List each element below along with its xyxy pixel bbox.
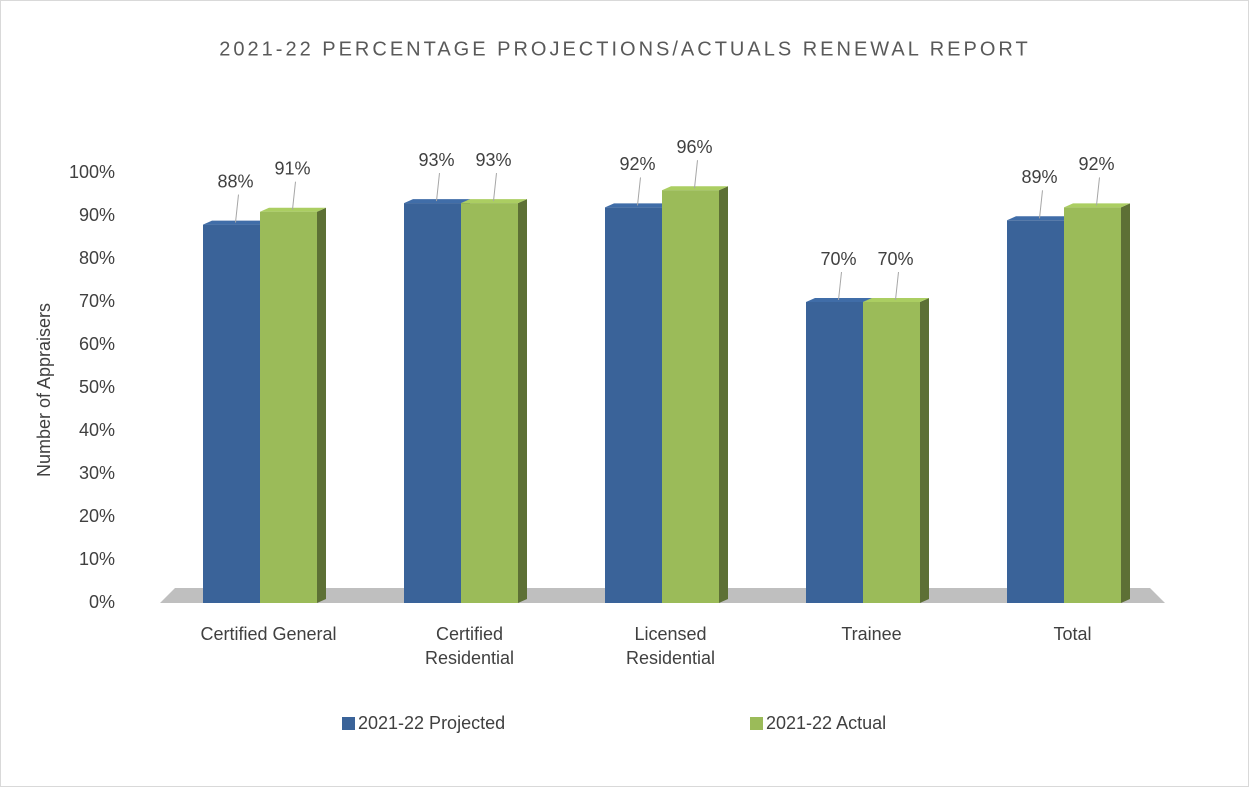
y-tick-label: 0% (89, 592, 115, 612)
legend-swatch (750, 717, 763, 730)
legend-swatch (342, 717, 355, 730)
y-tick-label: 20% (79, 506, 115, 526)
leader-line (235, 194, 239, 223)
data-label: 96% (676, 137, 712, 157)
x-tick-label: Trainee (841, 624, 902, 644)
bar-side (719, 186, 728, 603)
chart-title: 2021-22 PERCENTAGE PROJECTIONS/ACTUALS R… (219, 38, 1030, 60)
leader-line (493, 173, 497, 202)
y-tick-label: 50% (79, 377, 115, 397)
bar (260, 211, 317, 603)
bar (404, 203, 461, 603)
x-tick-label: Certified Residential (424, 624, 515, 668)
bar (605, 207, 662, 603)
y-tick-label: 10% (79, 549, 115, 569)
data-label: 92% (619, 154, 655, 174)
legend-label: 2021-22 Actual (766, 713, 886, 733)
bar (863, 302, 920, 603)
data-label: 88% (217, 171, 253, 191)
bar (1007, 220, 1064, 604)
bar (806, 302, 863, 603)
leader-line (1096, 177, 1100, 206)
data-label: 92% (1078, 154, 1114, 174)
y-tick-label: 80% (79, 248, 115, 268)
data-label: 70% (877, 249, 913, 269)
bar-side (1121, 203, 1130, 603)
y-tick-label: 60% (79, 334, 115, 354)
bar (1064, 207, 1121, 603)
y-tick-label: 100% (69, 162, 115, 182)
data-label: 93% (418, 150, 454, 170)
legend-label: 2021-22 Projected (358, 713, 505, 733)
bar (662, 190, 719, 603)
y-tick-label: 70% (79, 291, 115, 311)
leader-line (895, 271, 899, 301)
y-tick-label: 30% (79, 463, 115, 483)
x-tick-label: Certified General (200, 624, 337, 644)
leader-line (694, 160, 698, 189)
bar-side (920, 298, 929, 603)
y-tick-label: 40% (79, 420, 115, 440)
data-label: 93% (475, 150, 511, 170)
data-label: 70% (820, 249, 856, 269)
leader-line (436, 173, 440, 202)
leader-line (292, 181, 296, 210)
x-tick-label: Licensed Residential (625, 624, 716, 668)
data-label: 91% (274, 158, 310, 178)
bar (203, 224, 260, 603)
leader-line (1039, 190, 1043, 219)
y-tick-label: 90% (79, 205, 115, 225)
x-tick-label: Total (1053, 624, 1092, 644)
leader-line (637, 177, 641, 206)
y-axis-label: Number of Appraisers (34, 303, 54, 477)
bar-side (518, 199, 527, 603)
bar (461, 203, 518, 603)
data-label: 89% (1021, 167, 1057, 187)
leader-line (838, 271, 842, 301)
bar-side (317, 207, 326, 603)
